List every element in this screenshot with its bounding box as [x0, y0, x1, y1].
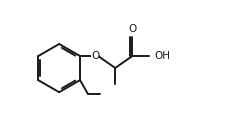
- Text: OH: OH: [154, 51, 170, 61]
- Text: O: O: [128, 24, 136, 34]
- Text: O: O: [91, 51, 99, 61]
